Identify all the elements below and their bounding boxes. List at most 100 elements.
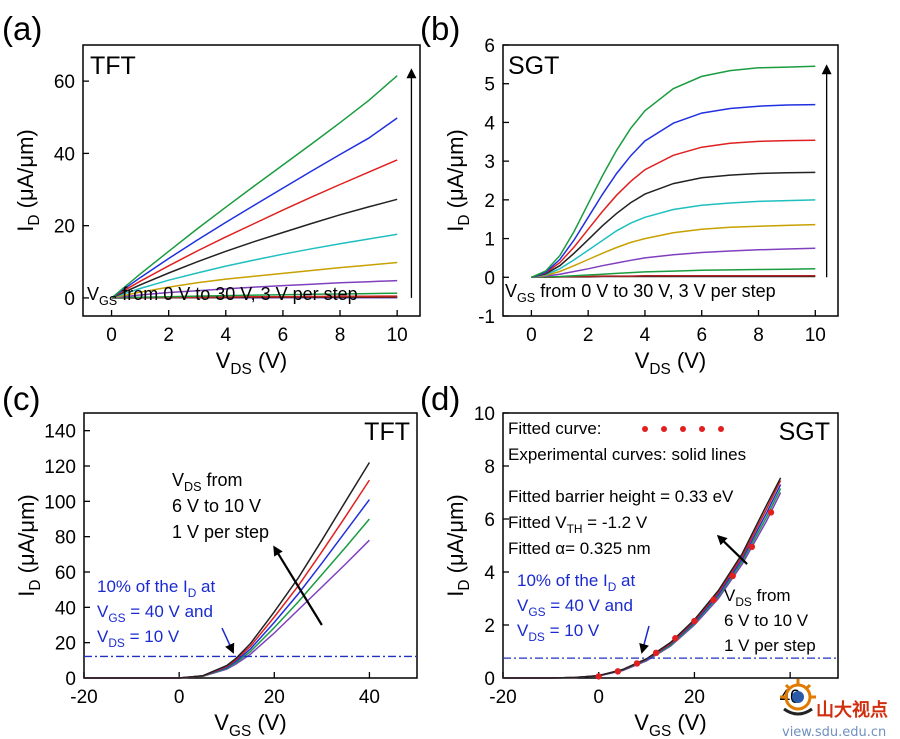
y-tick-label: 5 [484,75,495,96]
watermark-text: 山大视点 [816,699,888,721]
series-line [531,223,816,279]
panel-label-a: (a) [2,10,42,47]
y-tick-label: 1 [484,230,495,251]
inset-title: TFT [364,418,410,446]
series-line [111,159,398,299]
threshold-note: VGS = 40 V and [517,596,633,619]
fit-parameter: Fitted barrier height = 0.33 eV [508,487,734,506]
fit-parameter: Fitted α= 0.325 nm [508,539,651,558]
x-tick-label: 10 [805,325,826,346]
threshold-note: VDS = 10 V [97,627,180,650]
x-tick-label: 4 [640,325,651,346]
series-line [531,247,816,279]
y-axis-label: ID (μA/μm) [443,129,473,231]
y-tick-label: 0 [484,268,495,289]
series-line [531,65,816,278]
series-line [111,292,398,299]
x-axis-label: VGS (V) [634,710,706,739]
annotation: VDS from [724,586,791,609]
x-axis-label: VDS (V) [216,348,288,378]
series-line [111,117,398,299]
legend-fit-marker [718,426,724,432]
plot-frame [82,44,421,317]
x-axis-label: VDS (V) [635,348,707,378]
series-line [111,279,398,299]
y-tick-label: 80 [55,528,76,549]
legend-experimental: Experimental curves: solid lines [508,445,746,464]
threshold-note: VGS = 40 V and [97,602,213,625]
x-tick-label: 10 [387,325,408,346]
legend-fit-marker [661,426,667,432]
x-tick-label: 0 [174,687,185,708]
x-tick-label: -20 [489,687,516,708]
y-tick-label: 3 [484,152,495,173]
plot-frame [83,412,418,679]
annotation: 1 V per step [724,636,816,655]
y-tick-label: 0 [65,669,76,690]
fit-point [672,635,679,642]
direction-arrow [716,534,748,565]
threshold-note: 10% of the ID at [517,571,636,594]
series-line [84,518,370,679]
x-tick-label: 4 [221,325,232,346]
x-axis-label: VGS (V) [214,710,286,739]
x-tick-label: 0 [593,687,604,708]
series-line [531,171,816,279]
fit-point [729,572,736,580]
y-tick-label: 0 [484,669,495,690]
x-tick-label: 2 [583,325,594,346]
x-tick-label: -20 [70,687,97,708]
x-tick-label: 0 [106,325,117,346]
series-line [111,198,398,299]
y-tick-label: 2 [484,616,495,637]
series-line [531,199,816,279]
y-tick-label: 20 [54,217,75,238]
legend-fit-marker [680,426,686,432]
y-axis-label: ID (μA/μm) [13,129,43,231]
threshold-note: VDS = 10 V [517,621,600,644]
fit-point [691,617,698,625]
y-tick-label: 4 [484,563,495,584]
y-tick-label: 100 [44,492,76,513]
inset-title: SGT [508,52,559,80]
fit-point [595,673,602,680]
annotation: VGS from 0 V to 30 V, 3 V per step [87,284,358,308]
y-tick-label: 6 [484,36,495,57]
watermark: 山大视点 view.sdu.edu.cn [780,679,888,739]
y-tick-label: 4 [484,113,495,134]
panel-label-b: (b) [420,10,460,47]
y-axis-label: ID (μA/μm) [14,494,44,596]
y-tick-label: -1 [478,307,495,328]
legend-fit-marker [642,426,648,432]
threshold-arrow [639,625,650,654]
fit-parameter: Fitted VTH = -1.2 V [508,513,648,536]
y-tick-label: 6 [484,510,495,531]
fit-point [614,668,622,675]
threshold-arrow [221,627,235,654]
y-tick-label: 140 [44,422,76,443]
plot-frame [502,412,839,679]
y-tick-label: 0 [64,289,75,310]
series-line [503,477,782,679]
x-tick-label: 2 [163,325,174,346]
inset-title: SGT [779,418,830,446]
x-tick-label: 8 [753,325,764,346]
fit-point [633,660,641,667]
x-tick-label: 6 [278,325,289,346]
series-line [111,261,398,299]
series-line [111,75,398,299]
plot-frame [502,44,839,317]
fit-point [710,596,717,604]
fit-point [652,649,660,657]
panel-label-c: (c) [2,380,40,417]
y-tick-label: 10 [474,404,495,425]
y-tick-label: 20 [55,634,76,655]
y-tick-label: 8 [484,457,495,478]
x-tick-label: 6 [696,325,707,346]
series-line [531,139,816,279]
threshold-note: 10% of the ID at [97,577,216,600]
